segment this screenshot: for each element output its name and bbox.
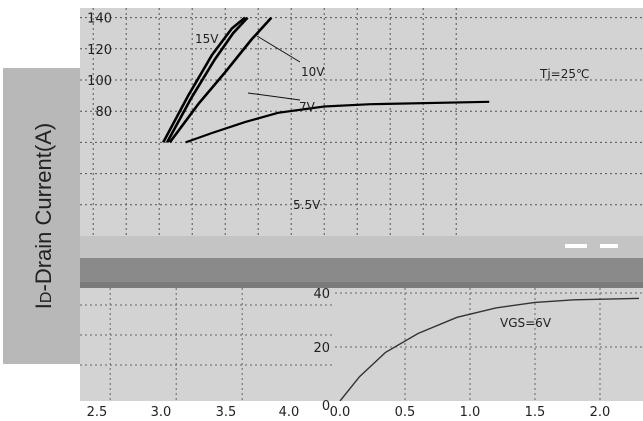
upper-y-tick-label: 100 [87,74,112,89]
lower-left-gridlines [80,288,335,401]
lower-right-x-tick-label: 1.0 [460,405,481,420]
upper-plot: 80 100 120 140 15V 10V 7V 5.5V Tj=25℃ [80,8,643,242]
lower-right-gridlines [335,288,643,401]
lower-right-x-tick-label: 0.0 [330,405,351,420]
y-label-background [3,68,80,364]
upper-y-ticks: 80 100 120 140 [87,12,112,121]
band-mark-2 [600,244,618,248]
upper-x-tick-label: 2.5 [87,405,108,420]
band-edge [80,282,643,288]
lower-left-area [80,288,335,401]
series-line-10V [165,16,249,144]
lower-right-x-tick-label: 2.0 [590,405,611,420]
lower-right-x-tick-label: 0.5 [395,405,416,420]
upper-x-ticks: 2.5 3.0 3.5 4.0 [87,405,300,420]
lower-right-y-tick-zero: 0 [322,399,330,414]
band-light-strip [80,236,643,258]
upper-y-tick-label: 80 [95,105,112,120]
upper-y-tick-label: 140 [87,12,112,27]
lower-right-y-tick-label: 20 [313,341,330,356]
series-line-VGS=6V [339,297,640,401]
label-5-5v: 5.5V [293,198,321,212]
y-axis-label: ID-Drain Current(A) [31,123,56,309]
lower-right-x-tick-label: 1.5 [525,405,546,420]
overlap-band [80,236,643,288]
lower-right-series-group [339,297,640,401]
upper-x-tick-label: 3.0 [151,405,172,420]
upper-gridlines [80,8,643,242]
lower-right-area [335,288,643,401]
annotation-tj: Tj=25℃ [539,67,589,81]
label-vgs-6v: VGS=6V [500,316,552,330]
lower-right-ticks: 0.0 0.5 1.0 1.5 2.0 20 40 0 [313,287,610,420]
lower-right-y-tick-label: 40 [313,287,330,302]
upper-x-tick-label: 3.5 [216,405,237,420]
series-line-5.5V [185,100,490,144]
upper-plot-area [80,8,643,242]
arrow-10v [256,35,301,63]
lower-left-plot: 2.5 3.0 3.5 4.0 [80,288,335,420]
lower-right-plot: 0.0 0.5 1.0 1.5 2.0 20 40 0 VGS=6V [313,287,643,420]
series-line-7V [168,16,273,144]
label-10v: 10V [301,65,325,79]
y-label-box: ID-Drain Current(A) [3,68,80,364]
upper-series-group [162,16,490,144]
label-7v: 7V [299,100,316,114]
series-line-15V [162,16,246,144]
arrow-7v [247,92,301,101]
band-mark-1 [565,244,587,248]
label-15v: 15V [195,32,219,46]
band-dark-strip [80,258,643,282]
upper-x-tick-label: 4.0 [279,405,300,420]
upper-y-tick-label: 120 [87,43,112,58]
